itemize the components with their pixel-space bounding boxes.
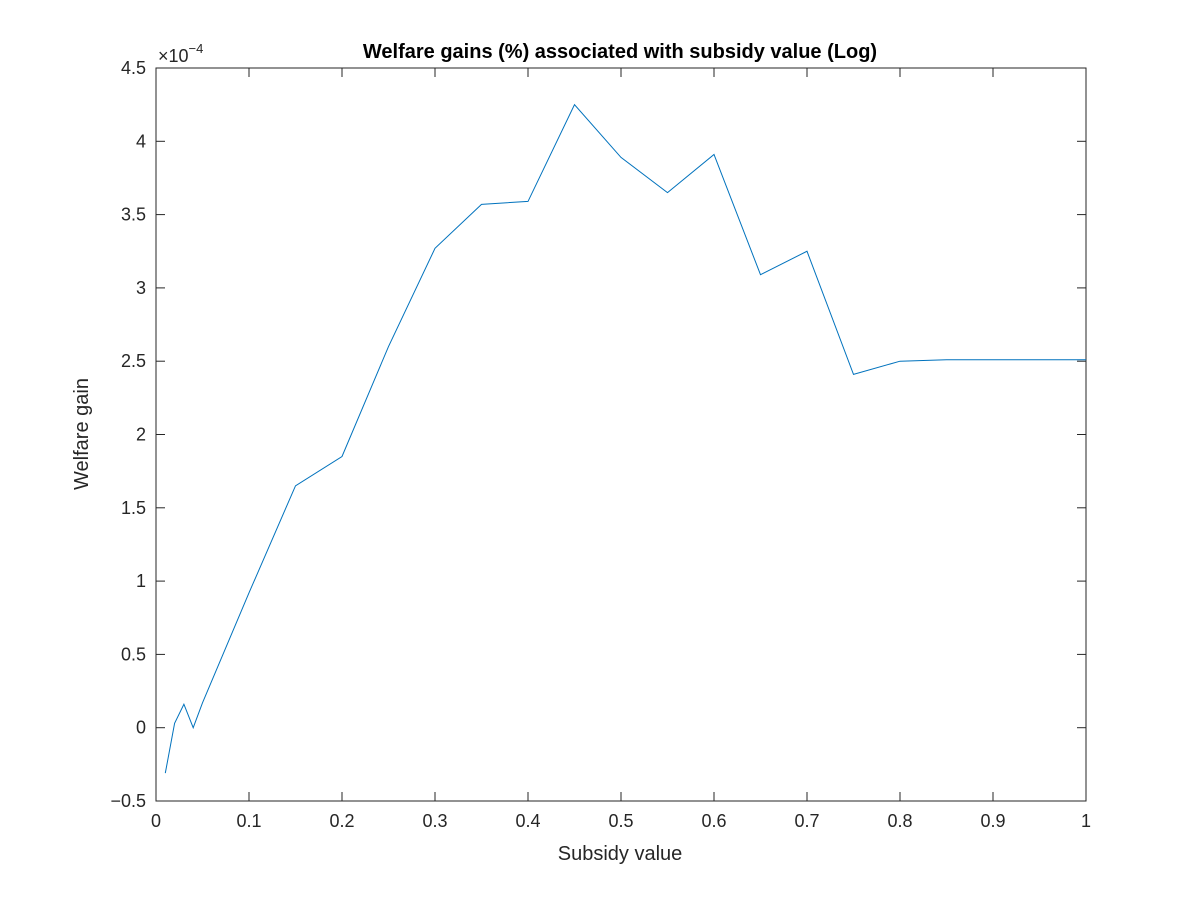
x-tick-label: 0.6 <box>701 811 726 831</box>
y-tick-label: −0.5 <box>110 791 146 811</box>
x-tick-label: 0.8 <box>887 811 912 831</box>
x-tick-label: 0.3 <box>422 811 447 831</box>
y-tick-label: 2.5 <box>121 351 146 371</box>
y-multiplier-exponent: −4 <box>189 41 204 56</box>
x-tick-label: 0.2 <box>329 811 354 831</box>
chart-title: Welfare gains (%) associated with subsid… <box>363 41 877 63</box>
y-tick-label: 3.5 <box>121 205 146 225</box>
x-tick-label: 0.7 <box>794 811 819 831</box>
series-line <box>164 103 1086 774</box>
y-tick-label: 2 <box>136 425 146 445</box>
y-axis-multiplier: ×10−4 <box>158 41 203 66</box>
y-tick-label: 0 <box>136 718 146 738</box>
x-axis-label: Subsidy value <box>558 843 683 865</box>
x-tick-label: 0 <box>151 811 161 831</box>
x-tick-label: 0.4 <box>515 811 540 831</box>
x-tick-label: 0.5 <box>608 811 633 831</box>
x-tick-label: 0.9 <box>980 811 1005 831</box>
plot-area: 0 0.1 0.2 0.3 0.4 0.5 0.6 0.7 0.8 0.9 1−0.500.511.… <box>110 58 1091 831</box>
y-tick-label: 0.5 <box>121 644 146 664</box>
y-tick-label: 1.5 <box>121 498 146 518</box>
y-tick-label: 3 <box>136 278 146 298</box>
y-tick-label: 4.5 <box>121 58 146 78</box>
axes-box <box>155 67 1087 802</box>
y-tick-label: 4 <box>136 131 146 151</box>
y-axis-label: Welfare gain <box>71 378 93 490</box>
x-tick-label: 1 <box>1081 811 1091 831</box>
y-multiplier-base: ×10 <box>158 46 189 66</box>
x-tick-label: 0.1 <box>236 811 261 831</box>
y-tick-label: 1 <box>136 571 146 591</box>
